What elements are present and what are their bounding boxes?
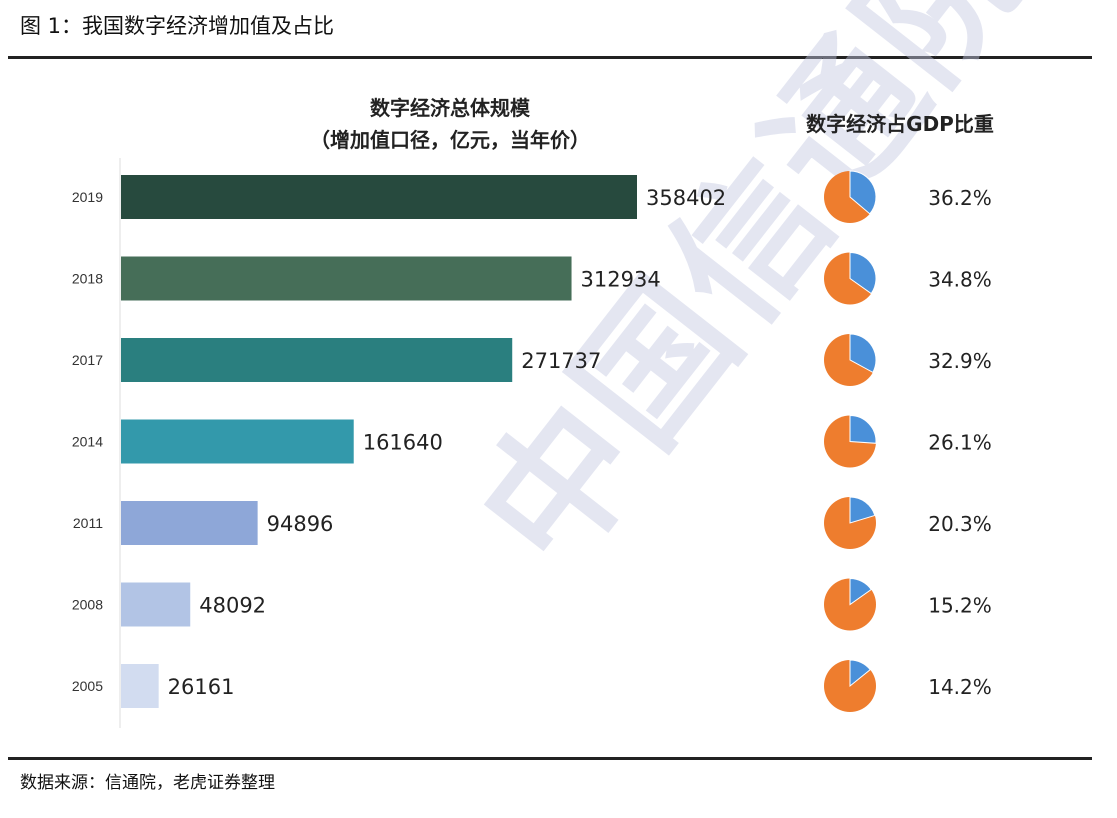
bar-2019 <box>121 175 637 219</box>
pie-2019-share-slice <box>849 170 877 215</box>
pie-2014-share-slice <box>849 414 877 444</box>
bar-2014 <box>121 419 354 464</box>
bar-value-label: 48092 <box>199 594 266 618</box>
pie-value-label: 36.2% <box>928 186 992 210</box>
pie-2011-share-slice <box>849 496 876 524</box>
pie-2005-share-slice <box>849 659 871 688</box>
bar-category-label: 2005 <box>72 678 103 694</box>
figure-title: 图 1：我国数字经济增加值及占比 <box>20 14 335 38</box>
source-note: 数据来源：信通院，老虎证券整理 <box>20 773 275 793</box>
bar-2011 <box>121 501 258 545</box>
pie-2008-share-slice <box>849 577 872 606</box>
bottom-rule <box>8 757 1092 760</box>
bar-value-label: 94896 <box>267 512 334 536</box>
bar-category-label: 2017 <box>72 352 103 368</box>
bar-2008 <box>121 582 191 627</box>
bar-category-label: 2018 <box>72 271 103 287</box>
bar-chart-title-line2: （增加值口径，亿元，当年价） <box>310 128 590 152</box>
bar-2005 <box>121 664 159 708</box>
pie-value-label: 15.2% <box>928 594 992 618</box>
bar-2018 <box>121 256 572 301</box>
bar-chart-title-line1: 数字经济总体规模 <box>370 96 530 120</box>
bar-category-label: 2011 <box>73 515 103 531</box>
pie-2018-share-slice <box>849 251 877 295</box>
pie-value-label: 14.2% <box>928 675 992 699</box>
bar-value-label: 312934 <box>581 268 661 292</box>
pie-chart-title: 数字经济占GDP比重 <box>806 112 994 136</box>
pie-value-label: 34.8% <box>928 268 992 292</box>
top-rule <box>8 56 1092 59</box>
bar-value-label: 358402 <box>646 186 726 210</box>
pie-value-label: 20.3% <box>928 512 992 536</box>
pie-value-label: 32.9% <box>928 349 992 373</box>
bar-2017 <box>121 338 513 382</box>
pie-2017-share-slice <box>849 333 877 374</box>
bar-chart-title: 数字经济总体规模 （增加值口径，亿元，当年价） <box>240 92 660 156</box>
bar-value-label: 161640 <box>363 431 443 455</box>
bar-value-label: 26161 <box>168 675 235 699</box>
bar-category-label: 2014 <box>72 434 103 450</box>
bar-value-label: 271737 <box>521 349 601 373</box>
pie-value-label: 26.1% <box>928 431 992 455</box>
bar-category-label: 2008 <box>72 597 103 613</box>
bar-category-label: 2019 <box>72 189 103 205</box>
